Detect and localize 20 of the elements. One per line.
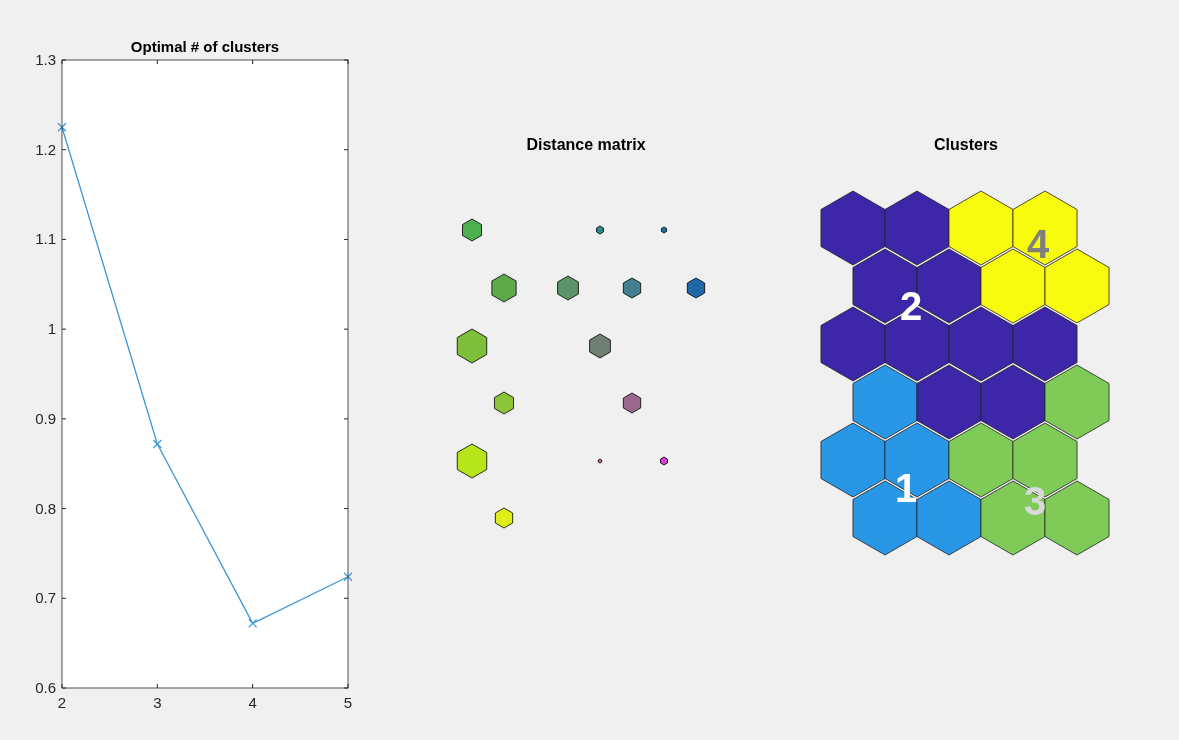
point xyxy=(57,122,67,132)
y-tick-label: 1.2 xyxy=(35,140,56,158)
chart-title: Optimal # of clusters xyxy=(130,38,280,55)
point xyxy=(343,572,353,582)
y-tick-label: 1.3 xyxy=(35,51,56,68)
text: 4 xyxy=(1026,222,1050,266)
x-tick-label: 5 xyxy=(343,694,353,711)
y-tick-label: 1.1 xyxy=(35,230,56,248)
point xyxy=(248,618,258,629)
x-tick-label: 3 xyxy=(153,694,162,711)
y-tick-label: 1 xyxy=(47,320,56,338)
y-tick-label: 0.7 xyxy=(35,589,56,607)
x-tick-label: 2 xyxy=(57,694,67,711)
y-tick-label: 0.8 xyxy=(35,499,56,517)
text: Distance matrix xyxy=(526,136,646,153)
y-tick-label: 0.9 xyxy=(35,409,56,427)
text: Clusters xyxy=(933,136,999,153)
x-tick-label: 4 xyxy=(248,694,257,711)
y-tick-label: 0.6 xyxy=(35,679,56,696)
point xyxy=(152,439,162,449)
